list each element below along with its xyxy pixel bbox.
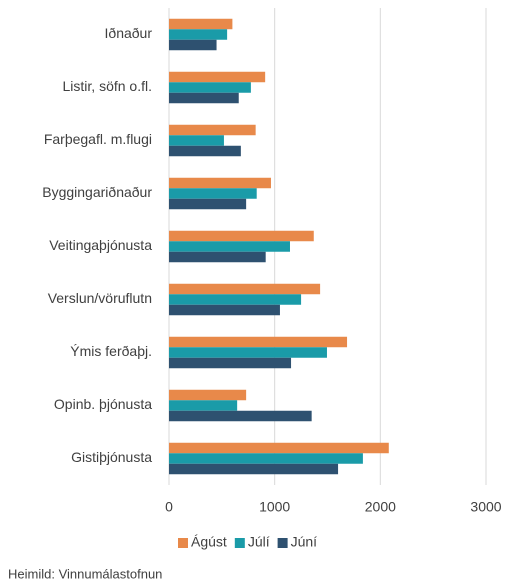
y-tick-label: Gistiþjónusta — [71, 449, 152, 465]
bar — [169, 294, 302, 305]
bar — [169, 357, 292, 369]
y-tick-label: Ýmis ferðaþj. — [70, 343, 152, 359]
bar — [169, 135, 224, 146]
y-tick-label: Byggingariðnaður — [42, 184, 152, 200]
bar — [169, 400, 238, 411]
y-tick-label: Opinb. þjónusta — [54, 396, 152, 412]
bar — [169, 463, 339, 475]
bar — [169, 347, 327, 358]
bar — [169, 71, 266, 83]
legend-label: Júlí — [248, 534, 270, 550]
x-tick-label: 0 — [165, 499, 173, 515]
y-tick-label: Veitingaþjónusta — [49, 237, 152, 253]
bar — [169, 82, 251, 93]
y-tick-label: Verslun/vöruflutn — [48, 290, 152, 306]
source-note: Heimild: Vinnumálastofnun — [8, 566, 162, 581]
bar — [169, 251, 266, 263]
bar — [169, 453, 363, 464]
bar — [169, 18, 233, 30]
y-tick-label: Iðnaður — [105, 25, 153, 41]
bar — [169, 241, 290, 252]
bar — [169, 29, 228, 40]
legend-swatch — [277, 538, 288, 548]
bar — [169, 442, 389, 454]
legend-label: Ágúst — [191, 534, 227, 550]
y-tick-label: Farþegafl. m.flugi — [44, 131, 152, 147]
bar — [169, 92, 239, 104]
bar — [169, 39, 217, 51]
y-tick-label: Listir, söfn o.fl. — [63, 78, 152, 94]
bar — [169, 304, 280, 316]
bar — [169, 177, 271, 189]
x-tick-label: 2000 — [365, 499, 396, 515]
x-tick-label: 1000 — [259, 499, 290, 515]
bar — [169, 410, 312, 422]
bar — [169, 389, 247, 401]
bar — [169, 145, 241, 157]
bar — [169, 336, 348, 348]
bar — [169, 198, 247, 210]
legend-swatch — [178, 538, 188, 548]
legend-label: Júní — [291, 534, 318, 550]
bar — [169, 188, 257, 199]
bar — [169, 124, 256, 136]
bar — [169, 283, 321, 295]
legend-swatch — [234, 538, 245, 548]
bar — [169, 230, 314, 242]
x-tick-label: 3000 — [470, 499, 501, 515]
